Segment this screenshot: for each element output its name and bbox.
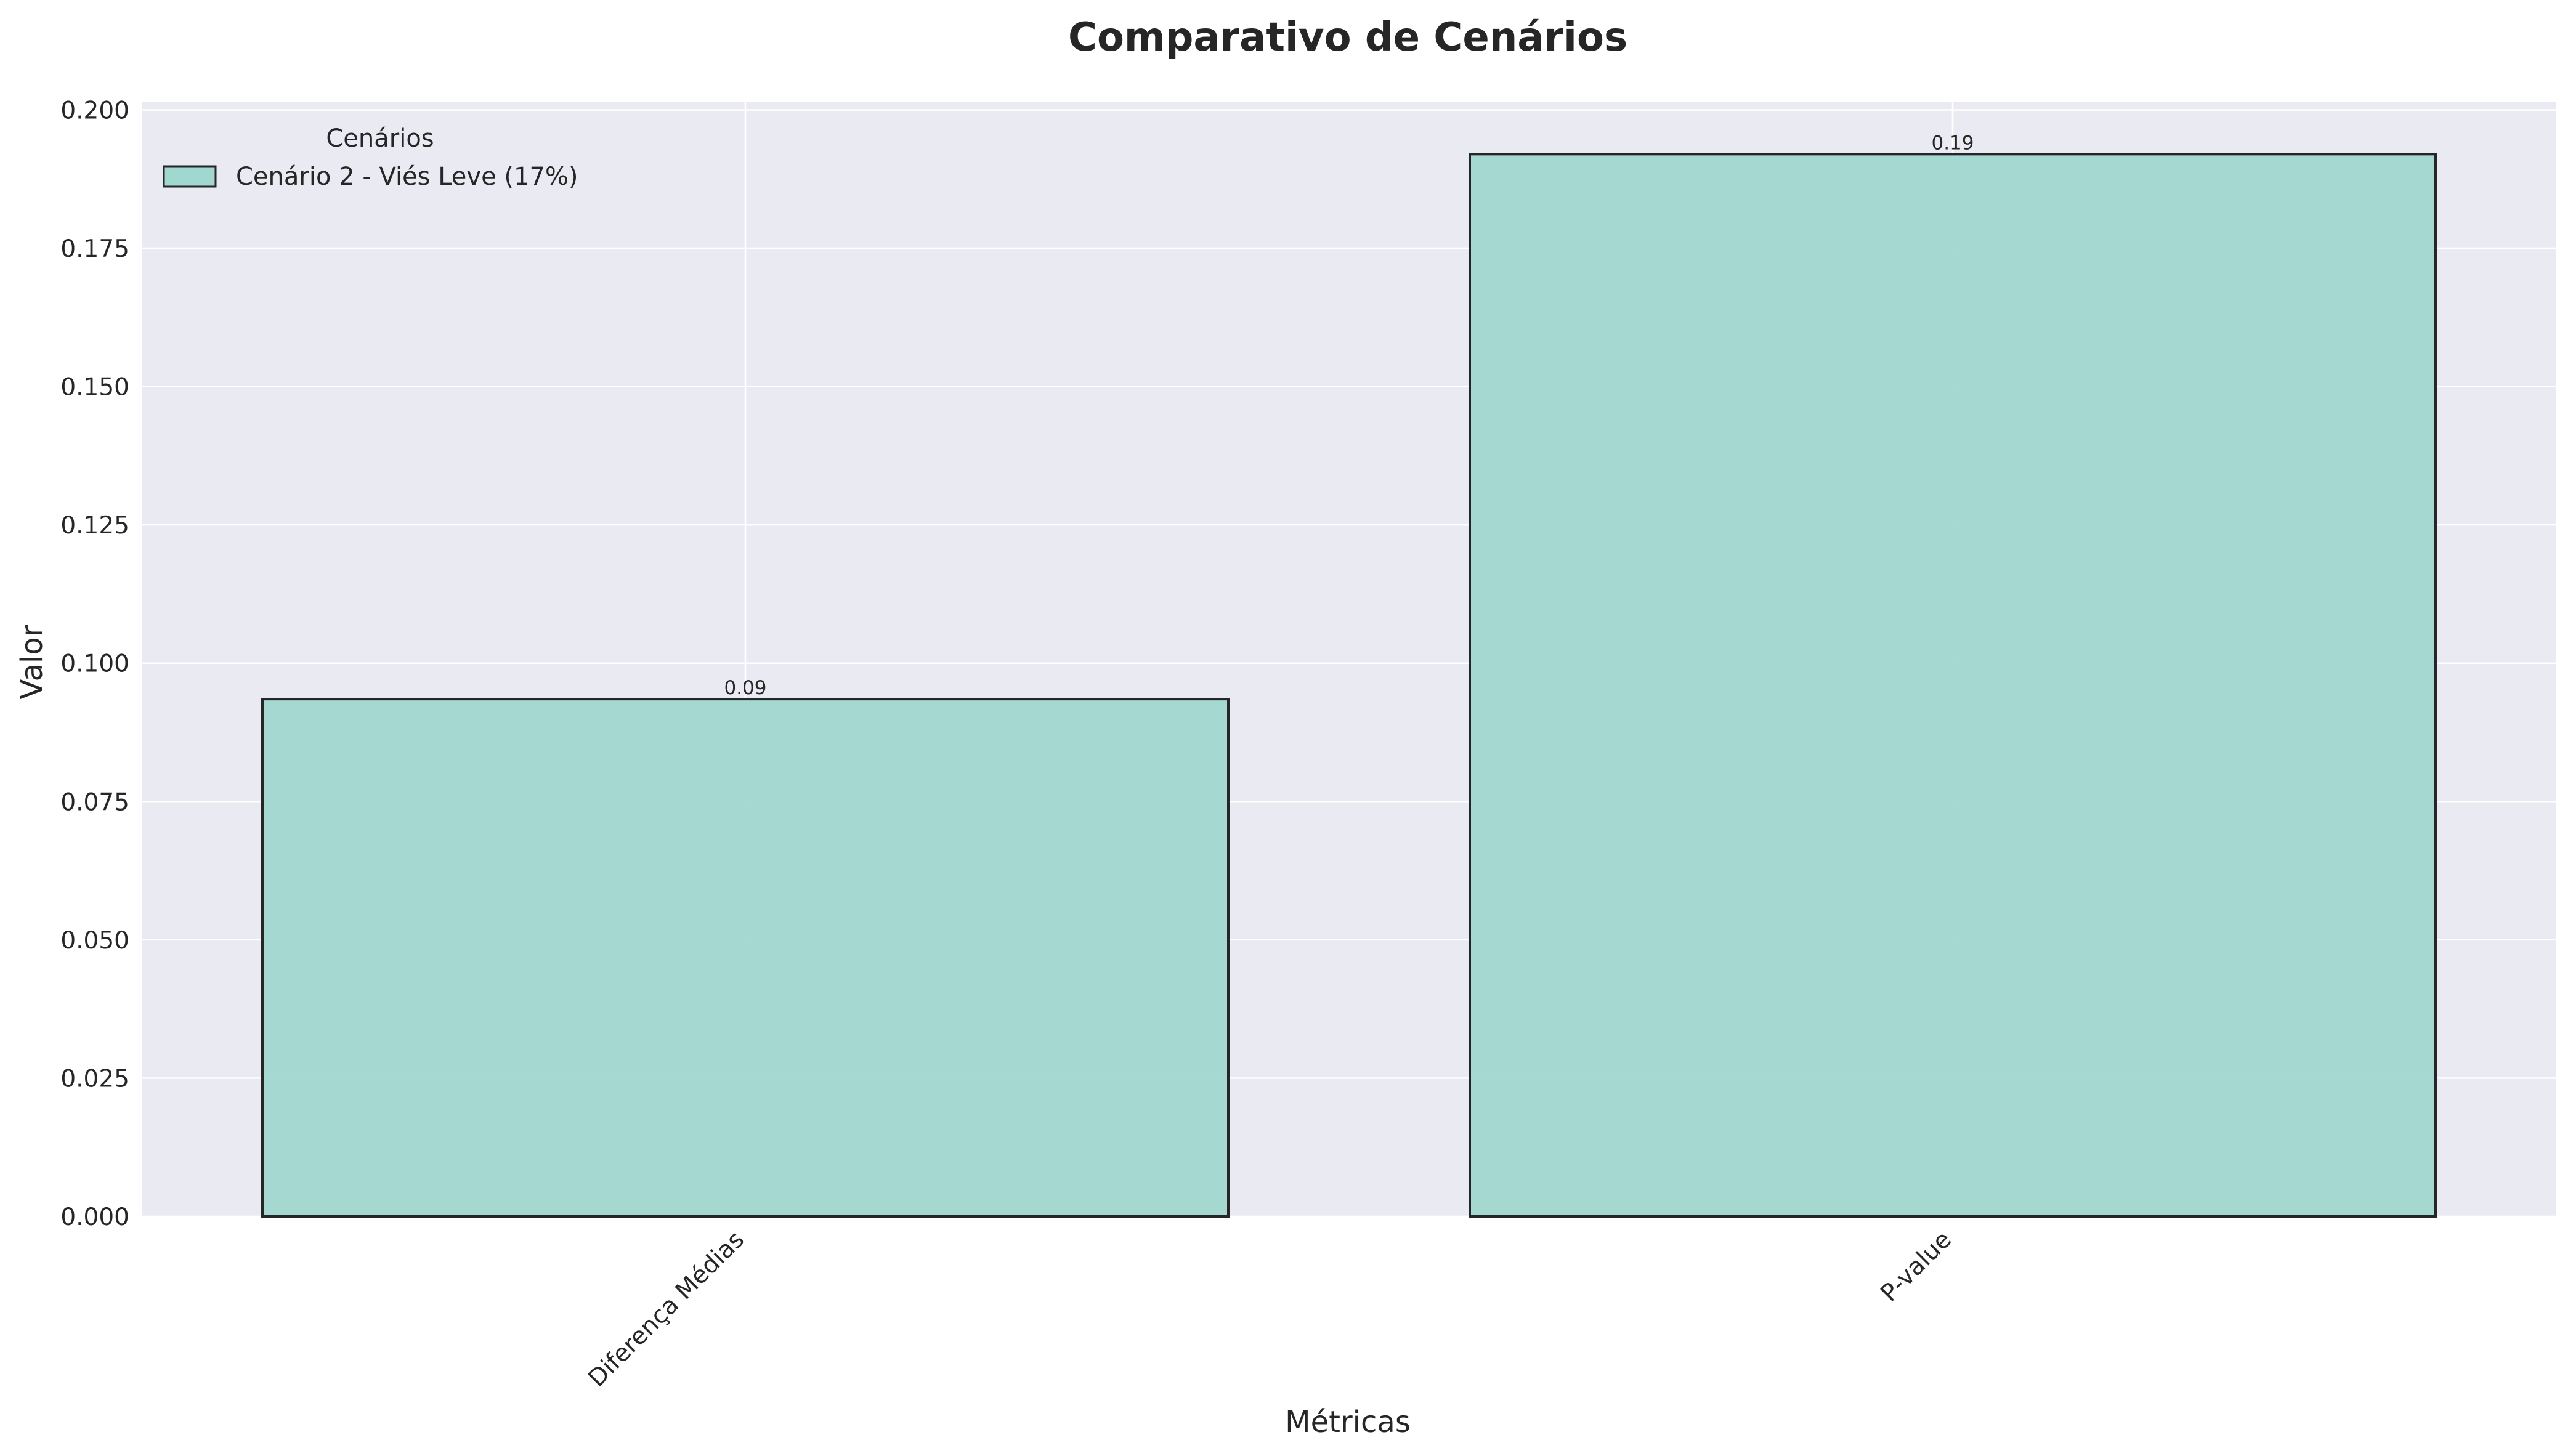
bar-value-label: 0.19 [1931,132,1974,154]
y-tick-label: 0.100 [60,650,129,678]
legend-entry-label: Cenário 2 - Viés Leve (17%) [236,163,578,191]
bar [261,698,1230,1218]
legend-swatch [163,165,217,188]
legend: Cenários Cenário 2 - Viés Leve (17%) [163,124,578,191]
y-tick-label: 0.075 [60,788,129,816]
data-labels: 0.09 0.19 [724,132,1974,699]
x-axis-ticks: Diferença Médias P-value [583,1226,1957,1393]
chart-title: Comparativo de Cenários [1068,15,1627,60]
y-tick-label: 0.025 [60,1065,129,1093]
y-axis-label: Valor [15,625,49,699]
y-tick-label: 0.175 [60,235,129,263]
y-tick-label: 0.000 [60,1203,129,1231]
x-tick-label: P-value [1876,1226,1957,1307]
y-tick-label: 0.150 [60,374,129,402]
bars [261,153,2437,1218]
y-tick-label: 0.125 [60,512,129,540]
legend-title: Cenários [326,124,434,153]
y-tick-label: 0.200 [60,97,129,124]
y-tick-label: 0.050 [60,927,129,955]
x-axis-label: Métricas [1285,1405,1411,1439]
x-tick-label: Diferença Médias [583,1226,750,1393]
bar [1469,153,2437,1218]
y-axis-ticks: 0.000 0.025 0.050 0.075 0.100 0.125 0.150 0.175… [60,97,129,1231]
bar-value-label: 0.09 [724,677,766,699]
